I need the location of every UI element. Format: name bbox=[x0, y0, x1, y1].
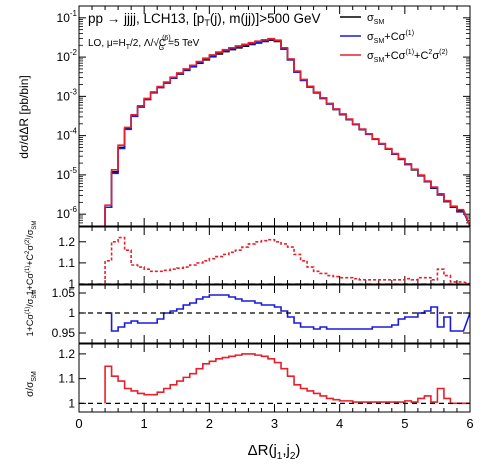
y-tick-label-ratio-sigma-over-sm: 1.2 bbox=[58, 347, 75, 361]
axes-layer: 10-610-510-410-310-210-111.11.20.9511.05… bbox=[52, 5, 474, 431]
y-axis-label-ratio-lin: 1+Cσ(1)/σSM bbox=[25, 290, 38, 337]
x-tick-label: 6 bbox=[466, 416, 473, 431]
series-lin-ratio-lin-over-sm bbox=[105, 294, 471, 332]
panel-frame-ratio-quad-over-lin bbox=[78, 226, 471, 285]
series-quad-main bbox=[104, 37, 471, 227]
panel-frames bbox=[78, 5, 471, 413]
panel-frame-ratio-sigma-over-sm bbox=[78, 343, 471, 413]
y-axis-label-ratio-quad: 1+Cσ(1)+C2σ(2)/σSM bbox=[25, 221, 38, 296]
y-tick-label-main: 10-4 bbox=[57, 127, 78, 143]
series-quad-ratio-sigma-over-sm bbox=[104, 353, 470, 405]
y-tick-label-main: 10-3 bbox=[57, 87, 78, 103]
legend-label-quad: σSM+Cσ(1)+C2σ(2) bbox=[367, 49, 448, 64]
y-tick-label-ratio-lin-over-sm: 1 bbox=[68, 306, 75, 320]
y-tick-label-ratio-sigma-over-sm: 1.1 bbox=[58, 372, 75, 386]
x-tick-label: 2 bbox=[206, 416, 213, 431]
y-tick-label-ratio-quad-over-lin: 1.1 bbox=[58, 256, 75, 270]
panel-frame-main bbox=[78, 5, 471, 227]
y-tick-label-ratio-quad-over-lin: 1.2 bbox=[58, 235, 75, 249]
legend-label-sm: σSM bbox=[367, 12, 384, 26]
x-tick-label: 5 bbox=[401, 416, 408, 431]
y-tick-label-main: 10-1 bbox=[57, 9, 78, 25]
x-tick-label: 3 bbox=[271, 416, 278, 431]
y-tick-label-main: 10-2 bbox=[57, 48, 78, 64]
series-layer bbox=[104, 37, 471, 405]
series-sm-main bbox=[104, 39, 471, 227]
x-tick-label: 0 bbox=[75, 416, 82, 431]
y-tick-label-ratio-sigma-over-sm: 1 bbox=[68, 396, 75, 410]
y-tick-label-main: 10-5 bbox=[57, 166, 78, 182]
y-tick-label-ratio-lin-over-sm: 0.95 bbox=[52, 326, 76, 340]
x-tick-label: 1 bbox=[141, 416, 148, 431]
y-tick-label-ratio-lin-over-sm: 1.05 bbox=[52, 286, 76, 300]
x-axis-label: ΔR(j1,j2) bbox=[248, 442, 301, 462]
legend: σSM σSM+Cσ(1) σSM+Cσ(1)+C2σ(2) bbox=[340, 12, 448, 64]
series-lin-main bbox=[104, 38, 471, 227]
series-quad-ratio-quad-over-lin bbox=[104, 236, 471, 285]
legend-label-lin: σSM+Cσ(1) bbox=[367, 30, 414, 45]
panel-frame-ratio-lin-over-sm bbox=[78, 284, 471, 344]
y-axis-label-main: dσ/dΔR [pb/bin] bbox=[17, 75, 31, 158]
process-annotation: pp → jjjj, LCH13, [pT(j), m(jj)]>500 GeV bbox=[88, 11, 320, 28]
scale-annotation: LO, μ=HT/2, Λ/√C(6) G =5 TeV bbox=[88, 35, 200, 52]
y-tick-label-ratio-quad-over-lin: 1 bbox=[68, 277, 75, 291]
y-tick-label-main: 10-6 bbox=[57, 205, 78, 221]
x-tick-label: 4 bbox=[336, 416, 343, 431]
y-axis-label-ratio-sigma: σ/σSM bbox=[25, 371, 38, 397]
